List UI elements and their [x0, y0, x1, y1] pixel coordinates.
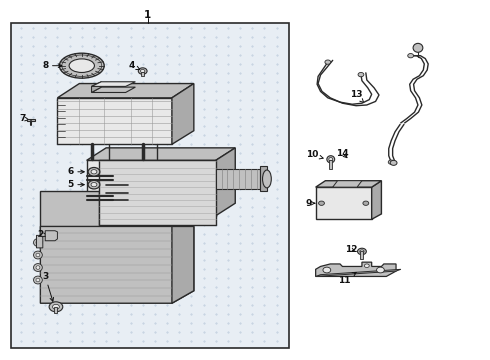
Ellipse shape [36, 241, 40, 244]
Text: 6: 6 [68, 167, 84, 176]
Text: 3: 3 [42, 272, 53, 301]
Bar [361, 251, 364, 259]
Polygon shape [333, 181, 362, 187]
Ellipse shape [390, 160, 397, 165]
Polygon shape [172, 226, 194, 303]
Ellipse shape [329, 157, 333, 161]
Ellipse shape [69, 59, 95, 72]
Ellipse shape [358, 72, 364, 77]
Polygon shape [260, 166, 267, 192]
Ellipse shape [388, 160, 394, 164]
Ellipse shape [36, 278, 40, 282]
Polygon shape [99, 160, 216, 225]
Ellipse shape [59, 53, 104, 78]
Polygon shape [87, 160, 216, 216]
Polygon shape [216, 148, 235, 216]
Polygon shape [172, 84, 194, 144]
Polygon shape [316, 181, 381, 187]
Bar [329, 160, 332, 169]
Ellipse shape [52, 304, 59, 309]
Ellipse shape [91, 170, 97, 174]
Ellipse shape [88, 167, 100, 176]
Polygon shape [40, 226, 194, 303]
Polygon shape [316, 262, 396, 276]
Polygon shape [92, 87, 135, 93]
Polygon shape [45, 231, 57, 241]
Ellipse shape [363, 201, 369, 205]
Text: 7: 7 [19, 114, 29, 123]
Text: 4: 4 [129, 61, 140, 70]
Polygon shape [27, 118, 34, 121]
Text: 2: 2 [37, 230, 48, 239]
Polygon shape [316, 269, 401, 276]
Ellipse shape [360, 250, 364, 253]
Ellipse shape [88, 180, 100, 189]
Polygon shape [92, 82, 101, 93]
Polygon shape [40, 191, 99, 248]
Ellipse shape [36, 266, 40, 269]
Polygon shape [57, 98, 172, 144]
Ellipse shape [33, 239, 42, 247]
Polygon shape [372, 181, 381, 219]
Text: 12: 12 [345, 245, 358, 254]
Ellipse shape [33, 251, 42, 259]
Polygon shape [87, 148, 235, 160]
Text: 11: 11 [338, 273, 356, 284]
Ellipse shape [91, 183, 97, 187]
Text: 1: 1 [144, 10, 151, 19]
Ellipse shape [325, 60, 331, 64]
Bar [54, 307, 57, 313]
Ellipse shape [33, 276, 42, 284]
Ellipse shape [138, 68, 147, 74]
Ellipse shape [358, 248, 367, 255]
Polygon shape [36, 235, 43, 248]
Polygon shape [316, 187, 372, 219]
Text: 9: 9 [305, 199, 315, 208]
Polygon shape [92, 82, 135, 86]
Ellipse shape [365, 264, 369, 267]
Ellipse shape [36, 253, 40, 257]
Ellipse shape [376, 267, 384, 273]
Text: 5: 5 [68, 180, 84, 189]
Ellipse shape [323, 267, 331, 273]
Text: 8: 8 [42, 61, 62, 70]
Ellipse shape [413, 43, 423, 52]
Text: 14: 14 [336, 149, 349, 158]
Ellipse shape [318, 201, 324, 205]
Text: 13: 13 [350, 90, 364, 103]
Ellipse shape [408, 54, 414, 58]
Ellipse shape [49, 302, 63, 312]
Ellipse shape [263, 170, 271, 188]
Ellipse shape [141, 69, 145, 73]
Polygon shape [57, 84, 194, 98]
Bar [11, 23, 289, 348]
Bar [141, 72, 144, 76]
Text: 10: 10 [306, 150, 323, 159]
Ellipse shape [327, 156, 335, 163]
Polygon shape [216, 169, 260, 189]
Ellipse shape [33, 264, 42, 271]
